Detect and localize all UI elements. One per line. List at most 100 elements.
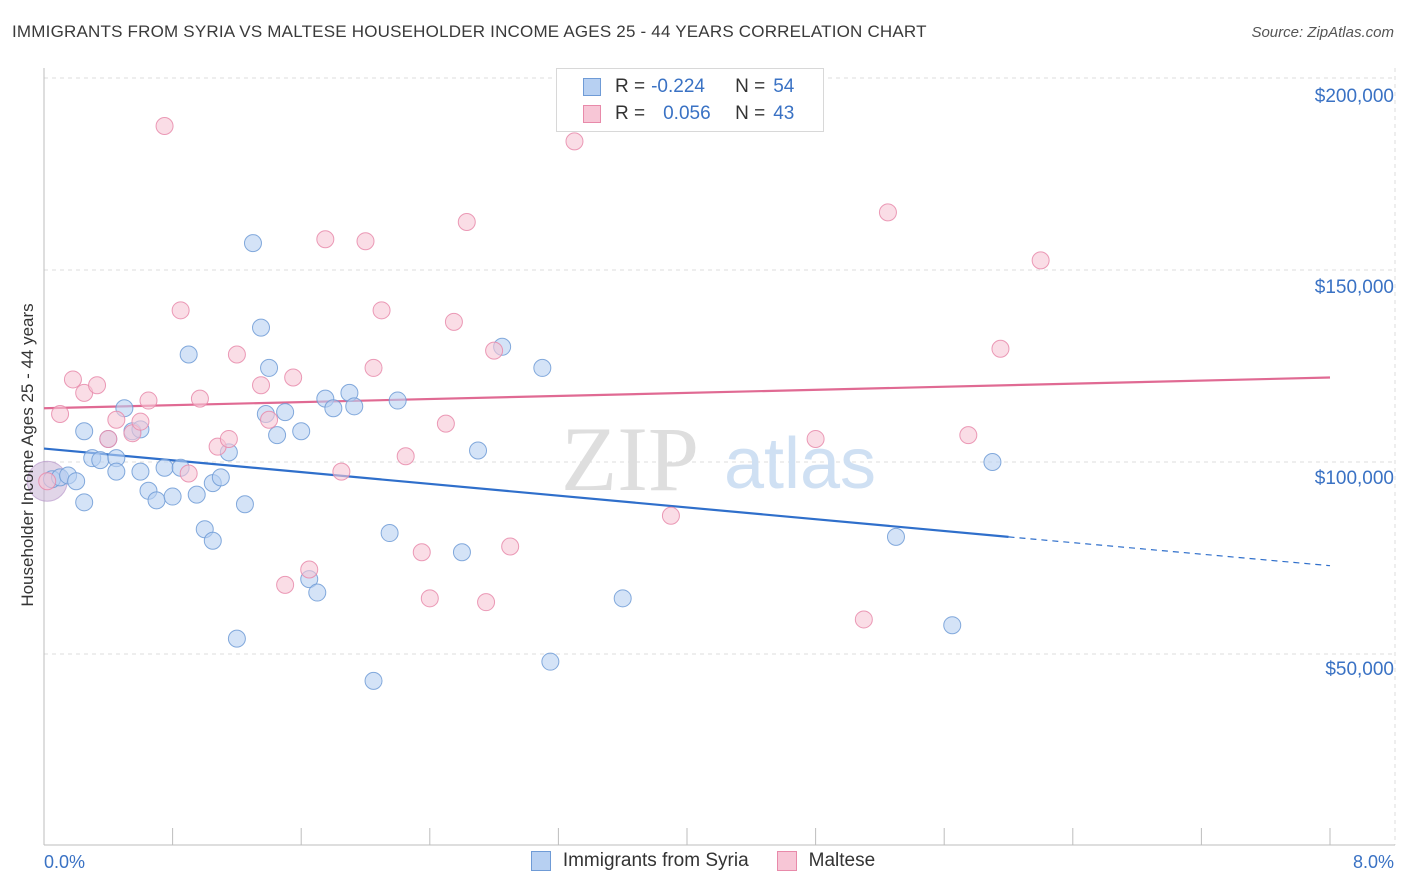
source-label: Source: ZipAtlas.com [1251,24,1394,41]
point-syria [260,358,279,377]
point-maltese [179,464,198,483]
point-syria [452,543,471,562]
point-maltese [991,339,1010,358]
watermark-zip: ZIP [561,408,699,510]
point-maltese [1031,251,1050,270]
point-maltese [284,368,303,387]
series-legend-item-maltese[interactable]: Maltese [776,850,876,872]
point-maltese [412,543,431,562]
legend-n-value: 43 [773,103,795,124]
point-maltese [396,447,415,466]
correlation-legend: R = -0.224 N = 54 R = 0.056 N = 43 [556,68,824,132]
y-axis-label: Householder Income Ages 25 - 44 years [18,303,37,607]
point-syria [179,345,198,364]
axes [43,68,1395,846]
y-tick-label: $150,000 [1314,277,1394,298]
trend-lines [43,376,1331,567]
series-legend: Immigrants from Syria Maltese [0,850,1406,872]
series-label-maltese: Maltese [808,850,876,871]
point-maltese [88,376,107,395]
point-syria [983,453,1002,471]
point-maltese [457,213,476,231]
point-syria [388,391,407,410]
point-syria [252,318,271,337]
point-maltese [356,232,375,251]
point-syria [203,531,222,550]
point-syria [345,397,364,416]
point-maltese [372,301,391,320]
point-maltese [107,410,126,429]
point-syria [107,462,126,481]
point-syria [187,485,206,504]
point-syria [91,451,110,470]
data-points [26,117,1050,690]
point-maltese [420,589,439,608]
legend-swatch-maltese [583,105,601,123]
point-maltese [485,341,504,360]
point-maltese [190,389,209,408]
point-maltese [260,410,279,429]
legend-row-maltese: R = 0.056 N = 43 [557,100,794,128]
legend-r-value: 0.056 [663,103,711,124]
legend-row-syria: R = -0.224 N = 54 [557,73,794,101]
point-syria [533,358,552,377]
point-syria [469,441,488,460]
point-syria [364,671,383,690]
point-maltese [959,426,978,445]
y-tick-label: $100,000 [1314,468,1394,489]
point-syria [243,234,262,253]
legend-swatch-syria [583,78,601,96]
point-maltese [139,391,158,410]
series-swatch-maltese [776,851,797,871]
point-syria [147,491,166,510]
x-tick-label-max: 8.0% [1352,852,1394,872]
point-maltese [252,376,271,395]
point-syria [324,399,343,418]
point-syria [943,616,962,635]
point-maltese [316,230,335,249]
point-syria [541,652,560,671]
point-maltese [38,472,57,491]
point-maltese [99,429,118,448]
series-legend-item-syria[interactable]: Immigrants from Syria [530,850,749,872]
y-tick-label: $50,000 [1325,659,1394,680]
point-syria [163,487,182,506]
x-tick-label-min: 0.0% [44,852,86,872]
point-syria [613,589,632,608]
point-maltese [444,312,463,331]
point-maltese [276,575,295,594]
point-syria [67,472,86,491]
trend-line-maltese [43,376,1331,410]
watermark-atlas: atlas [724,424,876,504]
legend-r-value: -0.224 [651,76,705,97]
point-maltese [300,560,319,579]
point-maltese [63,370,82,389]
point-maltese [155,117,174,135]
legend-n-label: N = [735,76,766,97]
series-swatch-syria [530,851,551,871]
point-syria [131,462,150,481]
point-maltese [661,506,680,525]
trend-line-syria [43,447,1009,538]
point-maltese [565,132,584,151]
point-syria [308,583,327,602]
point-maltese [131,412,150,431]
watermark: ZIP atlas [561,408,876,510]
point-maltese [854,610,873,629]
point-maltese [219,429,238,448]
y-tick-label: $200,000 [1314,86,1394,107]
point-maltese [501,537,520,556]
point-maltese [227,345,246,364]
point-maltese [332,462,351,481]
point-maltese [878,203,897,222]
point-syria [235,495,254,514]
legend-r-label: R = [615,76,646,97]
point-maltese [436,414,455,433]
trend-line-syria-extension [1008,536,1331,567]
point-syria [380,524,399,543]
point-maltese [51,405,70,423]
point-maltese [364,358,383,377]
legend-r-label: R = [615,103,646,124]
series-label-syria: Immigrants from Syria [562,850,749,871]
